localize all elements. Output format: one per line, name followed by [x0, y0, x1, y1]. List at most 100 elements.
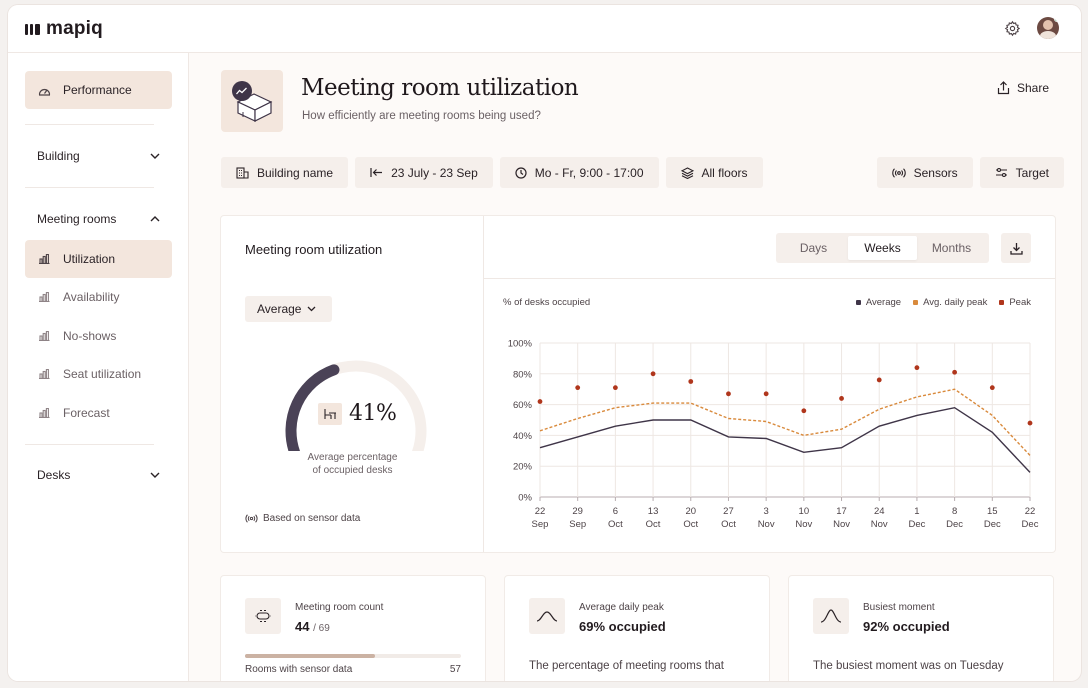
sidebar-group-building[interactable]: Building	[25, 141, 172, 171]
x-tick-label: 22	[535, 506, 546, 517]
sidebar-item-performance[interactable]: Performance	[25, 71, 172, 109]
peak-point	[650, 371, 656, 377]
sidebar-group-desks[interactable]: Desks	[25, 460, 172, 490]
sidebar-group-label: Building	[37, 149, 80, 163]
peak-point	[612, 385, 618, 391]
peak-point	[575, 385, 581, 391]
share-button[interactable]: Share	[997, 81, 1049, 95]
arrow-left-bar-icon	[370, 168, 383, 177]
x-tick-label: 15	[987, 506, 998, 517]
hours-label: Mo - Fr, 9:00 - 17:00	[534, 165, 644, 180]
kpi-value: 44 / 69	[295, 619, 330, 634]
kpi-value-total: / 69	[313, 623, 330, 634]
x-tick-label: Oct	[646, 519, 661, 530]
peak-point	[989, 385, 995, 391]
sidebar-group-label: Desks	[37, 468, 71, 482]
share-label: Share	[1016, 81, 1049, 95]
sidebar-item-seat-utilization[interactable]: Seat utilization	[25, 355, 172, 393]
legend-item-average[interactable]: Average	[855, 297, 901, 308]
legend-swatch	[999, 300, 1005, 305]
sidebar-group-meeting-rooms[interactable]: Meeting rooms	[25, 204, 172, 234]
bell-curve-icon	[529, 598, 565, 634]
period-months[interactable]: Months	[931, 241, 972, 255]
period-weeks[interactable]: Weeks	[848, 236, 917, 260]
utilization-card: Meeting room utilization Average 41% Av	[221, 216, 1055, 552]
layers-icon	[680, 166, 694, 179]
page-title: Meeting room utilization	[301, 75, 579, 101]
x-tick-label: Dec	[984, 519, 1001, 530]
sensor-coverage-bar	[245, 654, 461, 658]
x-tick-label: Nov	[758, 519, 775, 530]
peak-point	[876, 377, 882, 383]
peak-point	[1027, 420, 1033, 426]
x-tick-label: 29	[572, 506, 583, 517]
app-window: mapiq Performance Building Meeting rooms…	[8, 5, 1081, 681]
kpi-value: 69% occupied	[579, 619, 666, 634]
peak-point	[952, 369, 958, 375]
period-days[interactable]: Days	[799, 241, 828, 255]
kpi-description: The percentage of meeting rooms that	[529, 660, 724, 672]
sensors-button[interactable]: Sensors	[876, 157, 973, 188]
x-tick-label: Nov	[795, 519, 812, 530]
sensor-icon	[891, 167, 906, 178]
legend-item-avg-daily-peak[interactable]: Avg. daily peak	[913, 297, 987, 308]
floors-filter[interactable]: All floors	[665, 157, 763, 188]
download-button[interactable]	[1001, 233, 1031, 263]
x-tick-label: Dec	[908, 519, 925, 530]
legend-item-peak[interactable]: Peak	[999, 297, 1031, 308]
peak-point	[537, 399, 543, 404]
kpi-label: Meeting room count	[295, 602, 384, 613]
sidebar-item-label: Forecast	[63, 406, 110, 420]
peak-curve-icon	[813, 598, 849, 634]
target-button[interactable]: Target	[979, 157, 1064, 188]
logo[interactable]: mapiq	[25, 18, 103, 40]
legend-label: Peak	[1009, 297, 1031, 308]
bar-chart-icon	[37, 329, 51, 343]
sensors-label: Sensors	[913, 165, 958, 180]
gear-icon[interactable]	[1004, 20, 1021, 37]
date-range-filter[interactable]: 23 July - 23 Sep	[355, 157, 493, 188]
aggregation-select[interactable]: Average	[245, 296, 332, 322]
clock-icon	[515, 166, 527, 179]
sidebar-item-utilization[interactable]: Utilization	[25, 240, 172, 278]
series-line-avg-daily-peak	[539, 388, 1031, 456]
hours-filter[interactable]: Mo - Fr, 9:00 - 17:00	[499, 157, 659, 188]
target-label: Target	[1015, 165, 1049, 180]
sensor-coverage-label: Rooms with sensor data 57	[245, 664, 461, 675]
chevron-down-icon	[150, 153, 160, 159]
sidebar-item-label: Performance	[63, 83, 132, 97]
share-icon	[997, 81, 1010, 95]
y-tick-label: 0%	[518, 493, 532, 504]
kpi-value-main: 44	[295, 619, 310, 634]
x-tick-label: Oct	[721, 519, 736, 530]
legend-swatch	[913, 300, 919, 305]
utilization-gauge	[285, 360, 427, 451]
building-filter[interactable]: Building name	[221, 157, 349, 188]
avatar[interactable]	[1037, 17, 1059, 39]
sidebar-item-forecast[interactable]: Forecast	[25, 394, 172, 432]
period-toggle: Days Weeks Months	[776, 233, 989, 263]
sidebar-item-availability[interactable]: Availability	[25, 278, 172, 316]
bar-chart-icon	[37, 406, 51, 420]
divider	[25, 187, 154, 188]
x-tick-label: Oct	[608, 519, 623, 530]
page-subtitle: How efficiently are meeting rooms being …	[302, 110, 541, 122]
gauge-fill	[285, 364, 340, 451]
x-tick-label: Dec	[1022, 519, 1039, 530]
divider	[484, 278, 1055, 279]
y-tick-label: 80%	[513, 369, 533, 380]
top-bar: mapiq	[8, 5, 1081, 53]
x-tick-label: Nov	[833, 519, 850, 530]
x-tick-label: 27	[723, 506, 734, 517]
date-range-label: 23 July - 23 Sep	[391, 165, 478, 180]
status-dot	[1054, 17, 1059, 22]
x-tick-label: Oct	[683, 519, 698, 530]
bar-value: 57	[449, 664, 461, 675]
peak-point	[801, 408, 807, 414]
progress-fill	[245, 654, 375, 658]
kpi-card-avg-daily-peak: Average daily peak 69% occupied The perc…	[505, 576, 769, 681]
x-tick-label: 8	[952, 506, 957, 517]
sidebar-item-no-shows[interactable]: No-shows	[25, 317, 172, 355]
gauge-caption: Average percentage of occupied desks	[221, 451, 484, 477]
bar-chart-icon	[37, 290, 51, 304]
